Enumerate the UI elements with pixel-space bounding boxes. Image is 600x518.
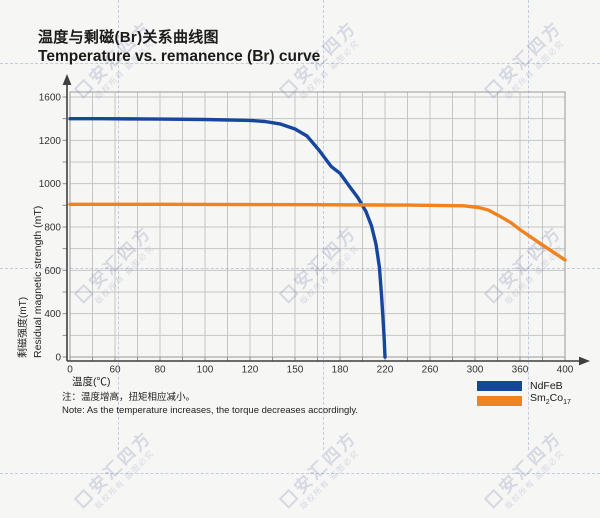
legend-label-sm2co17: Sm2Co17: [530, 393, 571, 408]
footnote-en: Note: As the temperature increases, the …: [62, 405, 359, 416]
watermark-subtitle-text: 版权所有 盗图必究: [93, 448, 157, 512]
x-axis-arrow-icon: [579, 356, 590, 366]
page-title-en: Temperature vs. remanence (Br) curve: [38, 48, 321, 65]
legend-label-sm2co17-sub1: 2: [545, 399, 550, 407]
y-axis-title-zh: 剩磁强度(mT): [16, 297, 29, 358]
legend: NdFeB Sm2Co17: [477, 381, 571, 411]
x-tick-label: 300: [467, 365, 484, 376]
y-tick-label: 1000: [39, 179, 62, 190]
legend-label-sm2co17-sub2: 17: [563, 399, 571, 407]
x-tick-label: 260: [422, 365, 439, 376]
x-tick-label: 150: [287, 365, 304, 376]
x-tick-label: 80: [154, 365, 166, 376]
gridlines: [70, 92, 565, 357]
x-tick-label: 400: [557, 365, 574, 376]
legend-label-ndfeb: NdFeB: [530, 380, 563, 392]
x-tick-label: 60: [109, 365, 121, 376]
y-tick-label: 600: [44, 266, 61, 277]
watermark-logo-icon: [73, 488, 94, 509]
x-tick-label: 360: [512, 365, 529, 376]
chart-grid-and-axes: 0 60 80 100 120 150 180 220 260 300 360 400 0 400 600 8…: [16, 74, 590, 388]
legend-label-sm2co17-base2: Co: [549, 392, 564, 405]
y-tick-label: 0: [55, 353, 61, 364]
footnote: 注：温度增高，扭矩相应减小。 Note: As the temperature …: [62, 391, 358, 417]
watermark-logo-icon: [483, 488, 504, 509]
series-curve-sm2co17: [68, 202, 567, 262]
y-tick-label: 1600: [39, 93, 62, 104]
legend-swatch-ndfeb: [477, 381, 522, 391]
legend-label-sm2co17-base1: Sm: [530, 392, 546, 405]
watermark-subtitle-text: 版权所有 盗图必究: [503, 448, 567, 512]
page-title-zh: 温度与剩磁(Br)关系曲线图: [38, 29, 219, 46]
y-tick-label: 1200: [39, 136, 62, 147]
y-axis-title-en: Residual magnetic strength (mT): [32, 206, 44, 358]
footnote-zh: 注：温度增高，扭矩相应减小。: [62, 392, 196, 403]
x-tick-label: 180: [332, 365, 349, 376]
y-axis-arrow-icon: [62, 74, 72, 85]
legend-item-ndfeb: NdFeB: [477, 381, 571, 391]
legend-swatch-sm2co17: [477, 396, 522, 406]
x-tick-label: 100: [197, 365, 214, 376]
watermark-subtitle-text: 版权所有 盗图必究: [298, 448, 362, 512]
x-tick-label: 220: [377, 365, 394, 376]
watermark-logo-icon: [278, 488, 299, 509]
y-tick-label: 400: [44, 309, 61, 320]
chart-curves: [68, 117, 567, 359]
watermark-dashed-line-horizontal: [0, 473, 600, 474]
x-tick-label: 0: [67, 365, 73, 376]
legend-item-sm2co17: Sm2Co17: [477, 393, 571, 408]
series-curve-ndfeb: [68, 117, 387, 359]
x-tick-label: 120: [242, 365, 259, 376]
y-tick-label: 800: [44, 223, 61, 234]
axes: [66, 80, 584, 362]
x-axis-title: 温度(℃): [72, 375, 111, 388]
